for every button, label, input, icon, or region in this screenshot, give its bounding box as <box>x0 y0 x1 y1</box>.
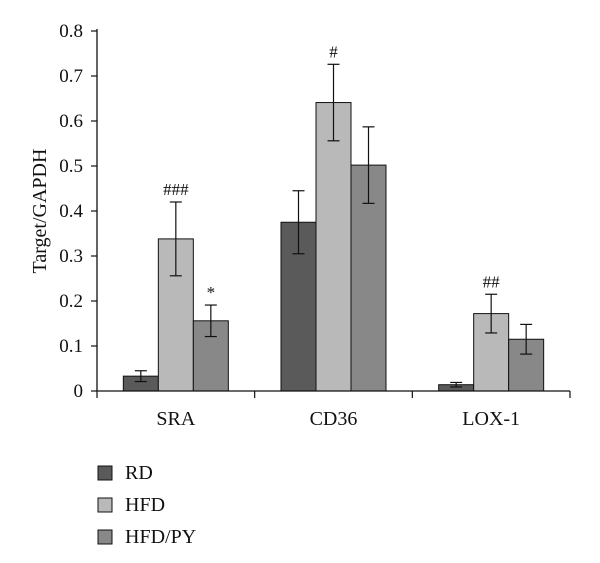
y-tick-label: 0.8 <box>59 21 83 42</box>
x-category-label: LOX-1 <box>462 408 520 430</box>
legend: RD HFD HFD/PY <box>97 462 196 548</box>
x-category-label: CD36 <box>310 408 358 430</box>
error-bar <box>520 323 533 355</box>
legend-label: HFD/PY <box>125 526 196 548</box>
bars <box>122 102 545 392</box>
axes <box>96 29 571 398</box>
error-bar <box>292 190 305 255</box>
error-bar <box>134 370 147 383</box>
legend-swatch <box>97 529 113 545</box>
y-tick-label: 0.5 <box>59 156 83 177</box>
error-bar <box>450 381 463 388</box>
significance-label: ## <box>483 272 501 291</box>
significance-label: # <box>329 42 338 61</box>
y-tick-label: 0 <box>74 381 84 402</box>
legend-item: HFD <box>97 494 165 516</box>
y-tick-label: 0.1 <box>59 336 83 357</box>
legend-swatch <box>97 465 113 481</box>
error-bar <box>327 63 340 142</box>
y-axis-title-group: Target/GAPDH <box>29 149 51 274</box>
legend-item: HFD/PY <box>97 526 196 548</box>
error-bar <box>485 293 498 334</box>
error-bar <box>204 304 217 338</box>
legend-item: RD <box>97 462 153 484</box>
error-bar <box>169 201 182 277</box>
y-axis-title: Target/GAPDH <box>29 149 51 274</box>
y-axis-ticks: 0 0.1 0.2 0.3 0.4 0.5 0.6 0.7 0.8 <box>59 21 97 402</box>
y-tick-label: 0.6 <box>59 111 83 132</box>
bar-hfd-cd36 <box>315 102 352 392</box>
significance-label: * <box>207 283 216 302</box>
legend-label: RD <box>125 462 153 484</box>
y-tick-label: 0.3 <box>59 246 83 267</box>
y-tick-label: 0.4 <box>59 201 83 222</box>
significance-label: ### <box>163 180 189 199</box>
error-bar <box>362 126 375 204</box>
x-category-label: SRA <box>156 408 195 430</box>
legend-label: HFD <box>125 494 165 516</box>
error-bars <box>134 63 533 388</box>
legend-swatch <box>97 497 113 513</box>
y-tick-label: 0.7 <box>59 66 83 87</box>
significance-annotations: ###*### <box>163 42 500 302</box>
y-tick-label: 0.2 <box>59 291 83 312</box>
x-axis-category-labels: SRA CD36 LOX-1 <box>156 408 520 430</box>
